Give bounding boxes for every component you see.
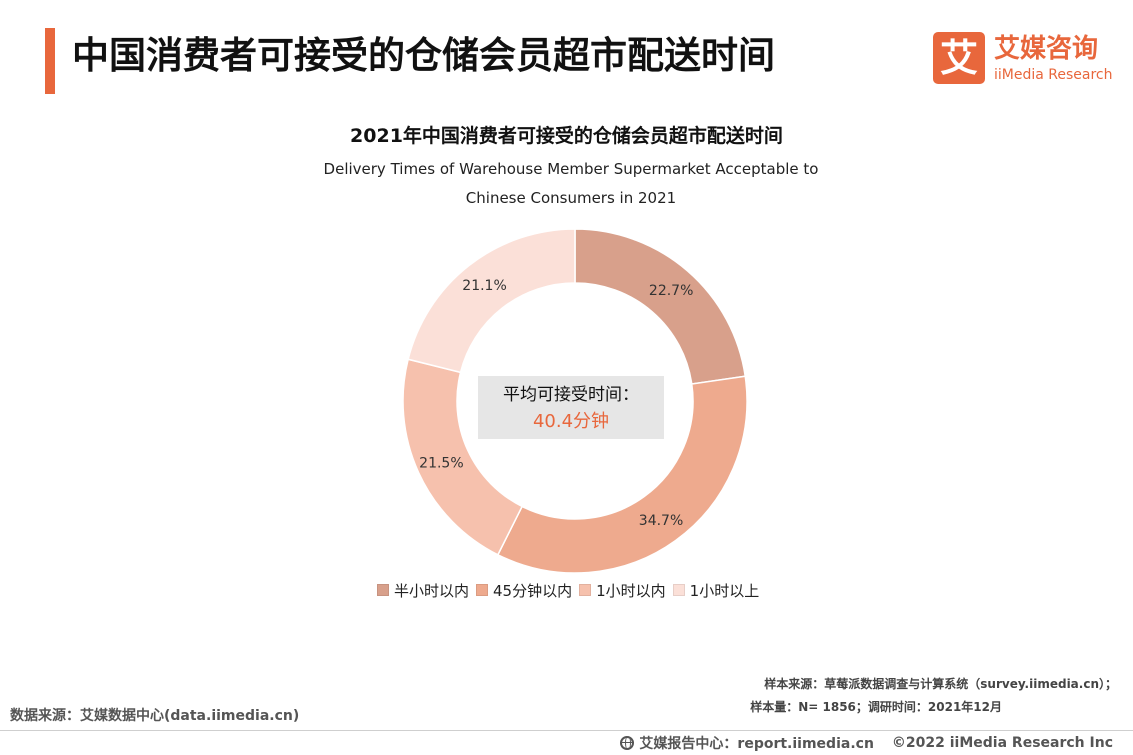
donut-slice-45-min: [496, 375, 748, 574]
legend-item-45-min: 45分钟以内: [476, 580, 572, 601]
sample-source: 样本来源：草莓派数据调查与计算系统（survey.iimedia.cn）；: [764, 677, 1117, 691]
average-time-label: 平均可接受时间：: [503, 385, 639, 405]
average-time-box: 平均可接受时间： 40.4分钟: [478, 376, 664, 439]
donut-slice-half-hour: [574, 228, 747, 385]
legend-label-1-hour: 1小时以内: [596, 581, 666, 600]
footer: 艾媒报告中心：report.iimedia.cn ©2022 iiMedia R…: [620, 733, 1119, 753]
legend-label-half-hour: 半小时以内: [394, 581, 470, 600]
brand-logo: 艾 艾媒咨询 iiMedia Research: [933, 32, 1118, 92]
legend-item-over-1-hour: 1小时以上: [672, 580, 760, 601]
logo-badge-icon: 艾: [933, 32, 985, 84]
chart-title: 2021年中国消费者可接受的仓储会员超市配送时间: [350, 125, 783, 147]
chart-subtitle-line-2: Chinese Consumers in 2021: [465, 189, 677, 207]
slice-label-over-1-hour: 21.1%: [462, 278, 506, 294]
legend-swatch-1-hour: [579, 584, 592, 596]
globe-icon: [620, 736, 635, 750]
title-accent-bar: [45, 28, 55, 94]
slice-label-half-hour: 22.7%: [649, 283, 693, 299]
donut-slice-over-1-hour: [407, 228, 576, 374]
chart-subtitle: Delivery Times of Warehouse Member Super…: [316, 155, 826, 213]
legend-swatch-45-min: [476, 584, 489, 596]
slice-label-45-min: 34.7%: [639, 513, 683, 529]
legend-item-half-hour: 半小时以内: [377, 580, 469, 601]
legend-item-1-hour: 1小时以内: [579, 580, 666, 601]
legend-label-over-1-hour: 1小时以上: [689, 581, 760, 600]
copyright: ©2022 iiMedia Research Inc: [891, 735, 1113, 751]
slice-label-1-hour: 21.5%: [419, 455, 463, 471]
legend-swatch-over-1-hour: [672, 584, 685, 596]
legend-label-45-min: 45分钟以内: [493, 581, 573, 600]
average-time-value: 40.4分钟: [532, 411, 610, 432]
chart-subtitle-line-1: Delivery Times of Warehouse Member Super…: [323, 160, 819, 178]
logo-english-name: iiMedia Research: [994, 67, 1113, 83]
page-title: 中国消费者可接受的仓储会员超市配送时间: [72, 34, 775, 77]
data-source: 数据来源：艾媒数据中心(data.iimedia.cn): [10, 708, 300, 724]
report-center-link[interactable]: 艾媒报告中心：report.iimedia.cn: [639, 736, 874, 752]
footer-divider: [0, 730, 1133, 731]
legend-swatch-half-hour: [377, 584, 389, 596]
logo-chinese-name: 艾媒咨询: [994, 34, 1099, 64]
sample-size: 样本量：N= 1856；调研时间：2021年12月: [750, 700, 1002, 714]
chart-legend: 半小时以内 45分钟以内 1小时以内 1小时以上: [377, 579, 766, 601]
